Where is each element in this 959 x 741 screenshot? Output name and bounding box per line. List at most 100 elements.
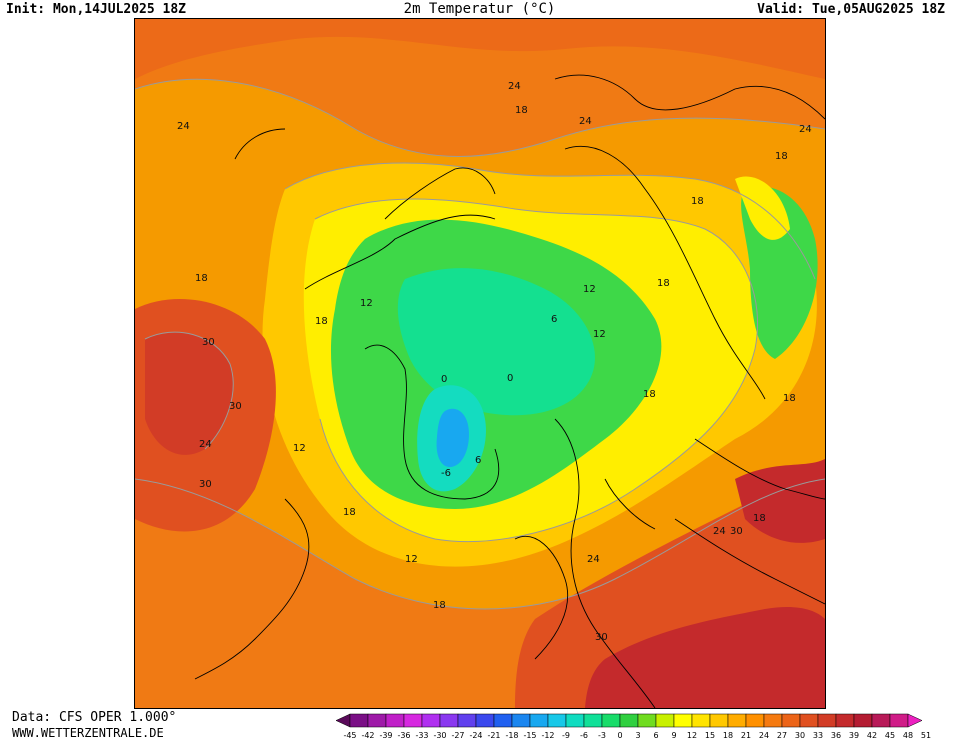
legend-tick-label: -21 [487, 731, 500, 740]
legend-swatch [655, 713, 675, 728]
contour-label: 0 [507, 373, 513, 384]
contour-label: 12 [593, 329, 606, 340]
legend-arrow-high [907, 713, 923, 728]
legend-tick-label: -30 [433, 731, 446, 740]
legend-swatch [817, 713, 837, 728]
legend-tick-label: 0 [617, 731, 622, 740]
legend-swatch [709, 713, 729, 728]
legend-swatch [457, 713, 477, 728]
legend-swatch [403, 713, 423, 728]
contour-label: 18 [691, 196, 704, 207]
legend-tick-label: -3 [598, 731, 606, 740]
contour-label: 24 [177, 121, 190, 132]
region-asia-hot [735, 459, 825, 543]
contour-label: 12 [405, 554, 418, 565]
legend-swatch [619, 713, 639, 728]
region-sahara-hot [585, 607, 825, 708]
contour-label: 30 [595, 632, 608, 643]
init-time: Init: Mon,14JUL2025 18Z [6, 2, 187, 17]
legend-tick-label: 27 [777, 731, 787, 740]
legend-swatch [601, 713, 621, 728]
legend-swatch [673, 713, 693, 728]
contour-label: -6 [441, 468, 451, 479]
contour-label: 18 [515, 105, 528, 116]
legend-swatch [763, 713, 783, 728]
legend-swatch [511, 713, 531, 728]
contour-label: 24 [799, 124, 812, 135]
contour-label: 12 [583, 284, 596, 295]
contour-label: 24 [713, 526, 726, 537]
legend-tick-label: -12 [541, 731, 554, 740]
legend-tick-label: -36 [397, 731, 410, 740]
legend-tick-label: 21 [741, 731, 751, 740]
legend-tick-label: -18 [505, 731, 518, 740]
legend-swatch [529, 713, 549, 728]
legend-tick-label: -27 [451, 731, 464, 740]
color-legend: -45 -42 -39 -36 -33 -30 -27 -24 -21 -18 -15 -12 -9 -6… [334, 712, 959, 740]
contour-label: 12 [360, 298, 373, 309]
legend-tick-label: 9 [671, 731, 676, 740]
legend-tick-label: 3 [635, 731, 640, 740]
contour-label: 30 [229, 401, 242, 412]
coastlines [194, 74, 825, 708]
legend-tick-label: 12 [687, 731, 697, 740]
contour-label: 18 [753, 513, 766, 524]
contour-label: 18 [315, 316, 328, 327]
contour-label: 24 [579, 116, 592, 127]
legend-tick-label: 39 [849, 731, 859, 740]
region-greenland-core [436, 408, 469, 467]
contour-labels: 24 18 24 24 18 24 18 12 18 30 30 24 30 1… [177, 81, 812, 643]
legend-tick-label: -6 [580, 731, 588, 740]
legend-tick-label: 18 [723, 731, 733, 740]
legend-swatch [385, 713, 405, 728]
legend-swatch [583, 713, 603, 728]
contour-label: 18 [343, 507, 356, 518]
legend-tick-label: -45 [343, 731, 356, 740]
legend-tick-label: -9 [562, 731, 570, 740]
contour-label: 24 [199, 439, 212, 450]
contour-label: 18 [783, 393, 796, 404]
contour-label: 18 [657, 278, 670, 289]
legend-tick-label: 45 [885, 731, 895, 740]
contour-label: 18 [775, 151, 788, 162]
contour-label: 18 [433, 600, 446, 611]
region-north-warm [135, 19, 825, 79]
legend-swatch [889, 713, 909, 728]
legend-swatch [475, 713, 495, 728]
legend-tick-label: 51 [921, 731, 931, 740]
valid-time: Valid: Tue,05AUG2025 18Z [757, 2, 945, 17]
legend-tick-label: 33 [813, 731, 823, 740]
legend-swatch [691, 713, 711, 728]
legend-swatch [871, 713, 891, 728]
contour-label: 18 [195, 273, 208, 284]
contour-label: 30 [199, 479, 212, 490]
legend-swatch [565, 713, 585, 728]
contour-label: 24 [508, 81, 521, 92]
legend-tick-label: 48 [903, 731, 913, 740]
contour-label: 0 [441, 374, 447, 385]
legend-tick-label: 42 [867, 731, 877, 740]
contour-label: 6 [551, 314, 557, 325]
chart-title: 2m Temperatur (°C) [403, 1, 556, 17]
legend-swatch [637, 713, 657, 728]
legend-tick-label: 15 [705, 731, 715, 740]
legend-tick-label: 24 [759, 731, 769, 740]
contour-label: 24 [587, 554, 600, 565]
legend-tick-label: -15 [523, 731, 536, 740]
contour-label: 30 [730, 526, 743, 537]
legend-tick-label: 30 [795, 731, 805, 740]
legend-tick-label: 6 [653, 731, 658, 740]
legend-tick-label: -42 [361, 731, 374, 740]
contour-lines [135, 78, 825, 610]
temperature-map: 24 18 24 24 18 24 18 12 18 30 30 24 30 1… [134, 18, 826, 709]
legend-swatch [727, 713, 747, 728]
legend-swatch [547, 713, 567, 728]
legend-swatch [781, 713, 801, 728]
contour-label: 18 [643, 389, 656, 400]
legend-swatch [439, 713, 459, 728]
legend-swatch [349, 713, 369, 728]
legend-swatch [493, 713, 513, 728]
legend-swatch [367, 713, 387, 728]
contour-label: 30 [202, 337, 215, 348]
legend-tick-label: -24 [469, 731, 482, 740]
